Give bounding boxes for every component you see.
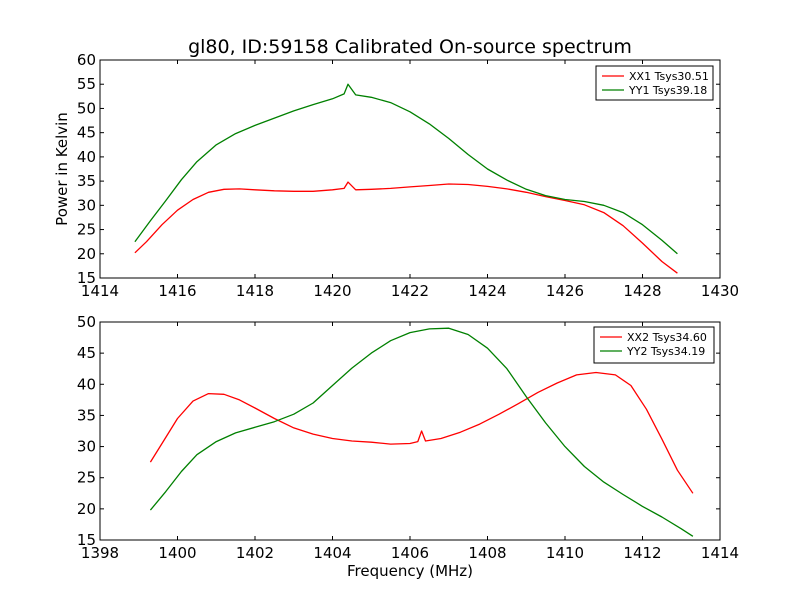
- series-line-1: [134, 181, 678, 274]
- x-tick-label: 1414: [701, 544, 739, 562]
- y-tick-label: 45: [77, 124, 96, 142]
- x-tick-label: 1400: [158, 544, 196, 562]
- x-tick-label: 1416: [158, 282, 196, 300]
- y-tick-label: 25: [77, 221, 96, 239]
- legend-label-2: YY2 Tsys34.19: [626, 345, 705, 358]
- y-tick-label: 55: [77, 75, 96, 93]
- x-tick-label: 1406: [391, 544, 429, 562]
- y-tick-label: 40: [77, 375, 96, 393]
- y-tick-label: 20: [77, 500, 96, 518]
- x-tick-label: 1414: [81, 282, 119, 300]
- y-tick-label: 60: [77, 51, 96, 69]
- legend-box: [593, 326, 715, 364]
- series-line-2: [149, 327, 694, 537]
- y-tick-label: 30: [77, 196, 96, 214]
- y-tick-label: 40: [77, 148, 96, 166]
- bottom-panel: 1398 1400 1402 1404 1406 1408 1410 1412 1414 15 20…: [77, 313, 739, 580]
- x-axis-label: Frequency (MHz): [347, 562, 473, 580]
- x-tick-label: 1398: [81, 544, 119, 562]
- y-axis-label: Power in Kelvin: [53, 112, 71, 226]
- x-tick-label: 1422: [391, 282, 429, 300]
- x-tick-label: 1430: [701, 282, 739, 300]
- top-panel: 1414 1416 1418 1420 1422 1424 1426 1428 1430 15 20…: [53, 51, 739, 300]
- x-tick-label: 1428: [623, 282, 661, 300]
- y-tick-label: 45: [77, 344, 96, 362]
- legend-box: [595, 65, 714, 101]
- y-tick-label: 15: [77, 531, 96, 549]
- x-tick-label: 1408: [468, 544, 506, 562]
- x-tick-label: 1426: [546, 282, 584, 300]
- x-tick-label: 1412: [623, 544, 661, 562]
- x-tick-label: 1410: [546, 544, 584, 562]
- y-tick-label: 35: [77, 406, 96, 424]
- y-tick-label: 25: [77, 469, 96, 487]
- y-tick-label: 35: [77, 172, 96, 190]
- legend-label-2: YY1 Tsys39.18: [628, 84, 707, 97]
- figure-title: gl80, ID:59158 Calibrated On-source spec…: [188, 36, 632, 58]
- y-tick-label: 50: [77, 313, 96, 331]
- x-tick-label: 1418: [236, 282, 274, 300]
- x-tick-label: 1404: [313, 544, 351, 562]
- x-tick-label: 1424: [468, 282, 506, 300]
- y-tick-label: 30: [77, 438, 96, 456]
- series-line-1: [149, 371, 694, 494]
- y-tick-label: 15: [77, 269, 96, 287]
- y-tick-label: 20: [77, 245, 96, 263]
- x-tick-label: 1402: [236, 544, 274, 562]
- series-line-2: [134, 83, 678, 255]
- legend-label-1: XX1 Tsys30.51: [629, 70, 709, 83]
- legend-label-1: XX2 Tsys34.60: [627, 331, 707, 344]
- y-tick-label: 50: [77, 99, 96, 117]
- x-tick-label: 1420: [313, 282, 351, 300]
